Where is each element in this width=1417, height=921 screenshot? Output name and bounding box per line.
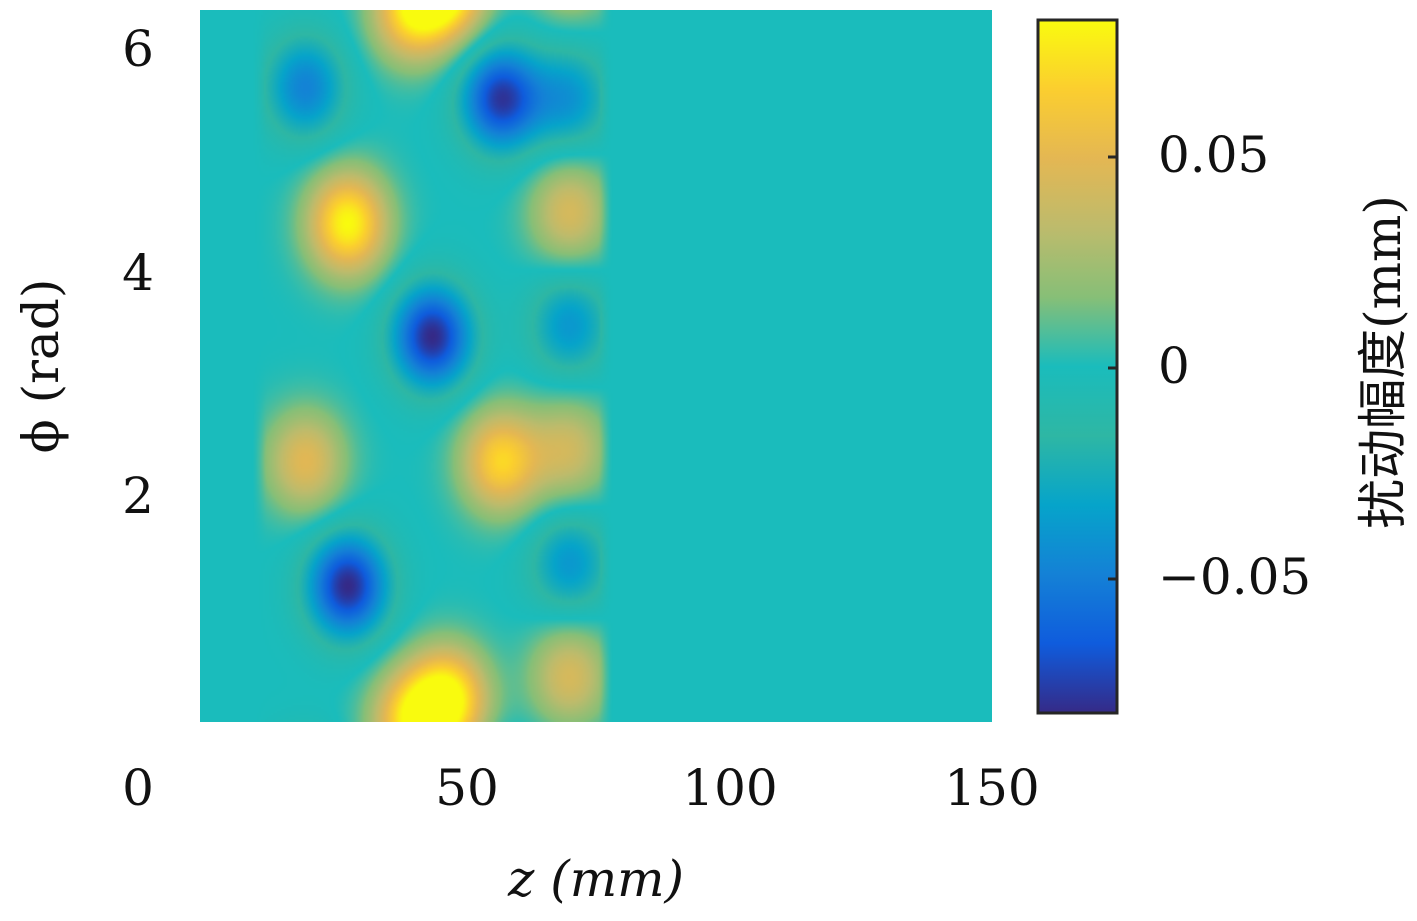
y-tick-label-2: 2 xyxy=(122,467,154,525)
colorbar xyxy=(1036,18,1119,715)
x-tick-label-50: 50 xyxy=(435,759,499,817)
colorbar-label: 扰动幅度(mm) xyxy=(1354,195,1412,529)
colorbar-tick-label-0: 0 xyxy=(1158,337,1190,395)
y-tick-label-6: 6 xyxy=(122,20,154,78)
colorbar-tick-label-neg0.05: −0.05 xyxy=(1158,548,1311,606)
heatmap-image xyxy=(200,10,992,722)
y-axis-label: ϕ (rad) xyxy=(12,279,70,454)
x-tick-label-150: 150 xyxy=(944,759,1039,817)
x-tick-label-0: 0 xyxy=(122,759,154,817)
colorbar-tick-label-0.05: 0.05 xyxy=(1158,126,1269,184)
x-axis-label: z (mm) xyxy=(507,850,684,908)
y-tick-label-4: 4 xyxy=(122,244,154,302)
x-tick-label-100: 100 xyxy=(682,759,777,817)
